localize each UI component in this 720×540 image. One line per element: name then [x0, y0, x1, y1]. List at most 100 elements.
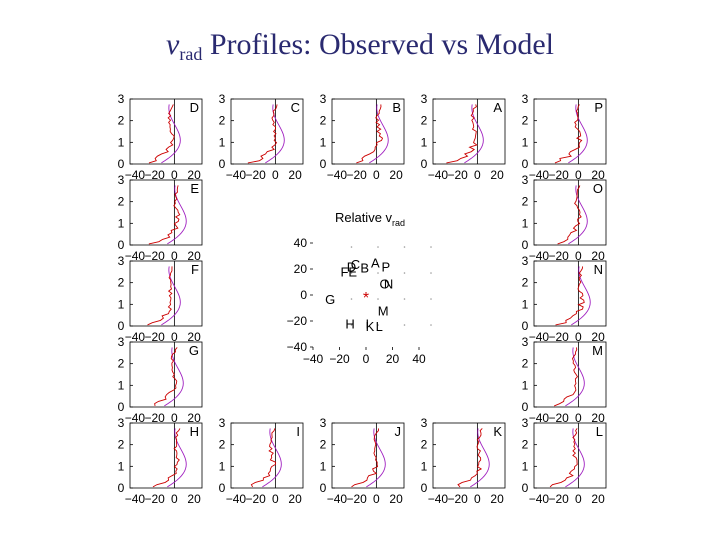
map-point-label: K — [366, 319, 375, 334]
map-x-tick-label: 40 — [412, 352, 426, 366]
x-tick-label: −20 — [548, 411, 569, 425]
map-grid-dot — [377, 272, 379, 274]
y-tick-label: 3 — [118, 416, 125, 430]
x-tick-label: 0 — [171, 168, 178, 182]
x-tick-label: 0 — [575, 411, 582, 425]
map-x-tick-label: 0 — [363, 352, 370, 366]
observed-line — [554, 104, 583, 164]
map-point-label: L — [376, 319, 383, 334]
panel-f: 0 1 2 3 −40 −20 0 20 F — [118, 254, 203, 344]
map-point-label: D — [347, 259, 356, 274]
x-tick-label: 0 — [272, 492, 279, 506]
y-tick-label: 3 — [219, 416, 226, 430]
x-tick-label: 20 — [490, 492, 504, 506]
x-tick-label: 20 — [591, 249, 605, 263]
map-y-tick-label: 0 — [300, 288, 307, 302]
x-tick-label: 20 — [591, 411, 605, 425]
observed-line — [148, 185, 181, 245]
observed-line — [147, 266, 173, 326]
model-line — [568, 104, 588, 164]
panel-frame — [230, 98, 304, 165]
y-tick-label: 1 — [522, 378, 529, 392]
map-point-label: G — [325, 292, 335, 307]
panel-label: N — [594, 262, 603, 277]
x-tick-label: −40 — [529, 330, 550, 344]
y-tick-label: 0 — [421, 157, 428, 171]
y-tick-label: 0 — [219, 157, 226, 171]
x-tick-label: −40 — [226, 492, 247, 506]
y-tick-label: 3 — [522, 92, 529, 106]
x-tick-label: −40 — [125, 492, 146, 506]
x-tick-label: −20 — [346, 492, 367, 506]
observed-line — [554, 347, 579, 407]
y-tick-label: 3 — [320, 92, 327, 106]
map-grid-dot — [377, 298, 379, 300]
x-tick-label: −40 — [327, 492, 348, 506]
page-title: vrad Profiles: Observed vs Model — [0, 28, 720, 65]
model-line — [161, 104, 181, 164]
map-grid-dot — [403, 298, 406, 300]
x-tick-label: 0 — [171, 411, 178, 425]
center-map: Relative vrad −40 −20 0 20 40 40 20 0 −20 −40 * C AD B… — [287, 210, 432, 366]
map-x-tick-label: 20 — [386, 352, 400, 366]
x-tick-label: −20 — [447, 168, 468, 182]
map-grid-dot — [350, 246, 353, 248]
y-tick-label: 2 — [421, 114, 428, 128]
y-tick-label: 3 — [219, 92, 226, 106]
panel-frame — [533, 260, 607, 327]
model-line — [464, 104, 484, 164]
panel-frame — [129, 260, 203, 327]
panel-frame — [129, 179, 203, 246]
y-tick-label: 1 — [421, 459, 428, 473]
x-tick-label: −40 — [125, 168, 146, 182]
map-grid-dot — [403, 246, 406, 248]
y-tick-label: 2 — [219, 114, 226, 128]
map-point-label: N — [384, 276, 393, 291]
map-y-tick-label: 20 — [294, 262, 308, 276]
panel-label: H — [190, 424, 199, 439]
map-grid-dot — [430, 246, 432, 248]
x-tick-label: −40 — [327, 168, 348, 182]
y-tick-label: 2 — [522, 114, 529, 128]
x-tick-label: 20 — [187, 168, 201, 182]
map-grid-dot — [430, 298, 432, 300]
y-tick-label: 1 — [421, 135, 428, 149]
y-tick-label: 1 — [118, 135, 125, 149]
y-tick-label: 1 — [118, 459, 125, 473]
x-tick-label: −20 — [548, 330, 569, 344]
panel-label: G — [189, 343, 199, 358]
x-tick-label: 0 — [575, 168, 582, 182]
model-line — [571, 266, 591, 326]
panel-o: 0 1 2 3 −40 −20 0 20 O — [522, 173, 607, 263]
y-tick-label: 0 — [118, 400, 125, 414]
y-tick-label: 2 — [522, 195, 529, 209]
observed-line — [148, 104, 175, 164]
panel-label: I — [296, 424, 300, 439]
map-point-label: M — [378, 304, 389, 319]
observed-line — [247, 104, 278, 164]
panel-label: E — [190, 181, 199, 196]
center-marker: * — [363, 290, 369, 307]
map-point-label: FE — [340, 265, 357, 280]
x-tick-label: 20 — [591, 330, 605, 344]
y-tick-label: 3 — [421, 416, 428, 430]
x-tick-label: −20 — [447, 492, 468, 506]
x-tick-label: 0 — [575, 330, 582, 344]
panel-label: O — [593, 181, 603, 196]
panel-frame — [533, 341, 607, 408]
x-tick-label: −40 — [529, 411, 550, 425]
panel-m: 0 1 2 3 −40 −20 0 20 M — [522, 335, 607, 425]
x-tick-label: −40 — [428, 168, 449, 182]
x-tick-label: 0 — [474, 492, 481, 506]
map-y-tick-label: 40 — [294, 236, 308, 250]
y-tick-label: 3 — [118, 335, 125, 349]
model-line — [369, 104, 389, 164]
panel-b: 0 1 2 3 −40 −20 0 20 B — [320, 92, 405, 182]
panel-label: M — [592, 343, 603, 358]
panel-d: 0 1 2 3 −40 −20 0 20 D — [118, 92, 203, 182]
panel-frame — [533, 179, 607, 246]
y-tick-label: 0 — [118, 319, 125, 333]
x-tick-label: −20 — [144, 411, 165, 425]
y-tick-label: 0 — [421, 481, 428, 495]
map-x-tick-label: −20 — [329, 352, 350, 366]
